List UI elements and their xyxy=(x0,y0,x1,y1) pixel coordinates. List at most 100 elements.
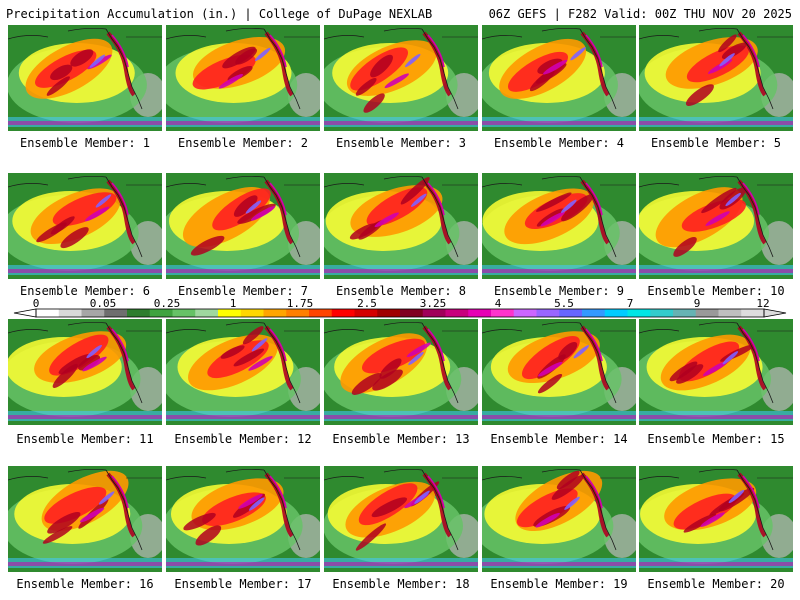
precip-map xyxy=(482,25,636,131)
ensemble-panel-map xyxy=(482,25,636,131)
precip-map xyxy=(324,25,478,131)
colorbar-swatch xyxy=(513,309,537,317)
ensemble-panel-map xyxy=(482,173,636,279)
precip-map xyxy=(166,466,320,572)
ensemble-panel-map xyxy=(166,173,320,279)
ensemble-panel-map xyxy=(324,319,478,425)
ensemble-member-label: Ensemble Member: 15 xyxy=(647,432,785,446)
colorbar-tick-label: 0.25 xyxy=(154,297,181,310)
colorbar-swatch xyxy=(673,309,697,317)
colorbar-tick-label: 1 xyxy=(230,297,237,310)
colorbar-swatch xyxy=(218,309,242,317)
ensemble-member-label: Ensemble Member: 13 xyxy=(332,432,470,446)
colorbar-swatch xyxy=(400,309,424,317)
precip-map xyxy=(324,466,478,572)
ensemble-panel-map xyxy=(639,319,793,425)
ensemble-member-label: Ensemble Member: 6 xyxy=(19,284,151,298)
ensemble-member-label: Ensemble Member: 16 xyxy=(16,577,154,591)
colorbar-swatch xyxy=(104,309,128,317)
precip-map xyxy=(482,173,636,279)
ensemble-panel-map xyxy=(324,173,478,279)
ensemble-member-label: Ensemble Member: 10 xyxy=(647,284,785,298)
model-run-info: 06Z GEFS | F282 Valid: 00Z THU NOV 20 20… xyxy=(488,7,792,21)
colorbar-swatch xyxy=(354,309,378,317)
colorbar-tick-label: 3.25 xyxy=(420,297,447,310)
colorbar-tick-label: 2.5 xyxy=(357,297,377,310)
colorbar-tick-label: 9 xyxy=(694,297,701,310)
ensemble-panel-map xyxy=(324,466,478,572)
colorbar-swatch xyxy=(559,309,583,317)
ensemble-panel-map xyxy=(166,319,320,425)
ensemble-member-label: Ensemble Member: 7 xyxy=(177,284,309,298)
colorbar-swatch xyxy=(195,309,219,317)
colorbar-swatch xyxy=(627,309,651,317)
colorbar-max-arrow xyxy=(763,308,787,318)
colorbar-swatch xyxy=(491,309,515,317)
precip-colorbar: 0 0.05 0.25 1 1.75 2.5 3.25 4 5.5 7 9 12 xyxy=(13,297,787,318)
colorbar-swatch xyxy=(263,309,287,317)
ensemble-member-label: Ensemble Member: 5 xyxy=(650,136,782,150)
colorbar-swatch xyxy=(718,309,742,317)
precip-map xyxy=(166,25,320,131)
colorbar-tick-label: 0.05 xyxy=(90,297,117,310)
precip-map xyxy=(639,319,793,425)
colorbar-swatch xyxy=(468,309,492,317)
ensemble-member-label: Ensemble Member: 12 xyxy=(174,432,312,446)
ensemble-member-label: Ensemble Member: 19 xyxy=(490,577,628,591)
ensemble-panel-map xyxy=(639,25,793,131)
precip-map xyxy=(166,319,320,425)
colorbar-tick-label: 4 xyxy=(495,297,502,310)
ensemble-panel-map xyxy=(639,466,793,572)
colorbar-swatch xyxy=(36,309,60,317)
colorbar-swatch xyxy=(127,309,151,317)
colorbar-swatch xyxy=(582,309,606,317)
ensemble-panel-map xyxy=(8,173,162,279)
precip-map xyxy=(8,466,162,572)
ensemble-member-label: Ensemble Member: 20 xyxy=(647,577,785,591)
colorbar-tick-label: 12 xyxy=(756,297,769,310)
colorbar-swatch xyxy=(286,309,310,317)
ensemble-panel-map xyxy=(8,319,162,425)
ensemble-member-label: Ensemble Member: 3 xyxy=(335,136,467,150)
ensemble-panel-map xyxy=(482,466,636,572)
precip-map xyxy=(8,173,162,279)
ensemble-member-label: Ensemble Member: 2 xyxy=(177,136,309,150)
precip-map xyxy=(639,173,793,279)
precip-map xyxy=(639,25,793,131)
ensemble-panel-map xyxy=(8,466,162,572)
colorbar-swatch xyxy=(741,309,765,317)
precip-map xyxy=(639,466,793,572)
colorbar-swatch xyxy=(309,309,333,317)
precip-map xyxy=(8,319,162,425)
colorbar-swatch xyxy=(81,309,105,317)
colorbar-swatch xyxy=(240,309,264,317)
colorbar-swatch xyxy=(149,309,173,317)
ensemble-member-label: Ensemble Member: 8 xyxy=(335,284,467,298)
ensemble-panel-map xyxy=(324,25,478,131)
colorbar-swatch xyxy=(445,309,469,317)
colorbar-swatch xyxy=(331,309,355,317)
colorbar-tick-label: 1.75 xyxy=(287,297,314,310)
ensemble-panel-map xyxy=(482,319,636,425)
colorbar-swatch xyxy=(422,309,446,317)
colorbar-outline xyxy=(35,308,765,318)
colorbar-swatch xyxy=(58,309,82,317)
ensemble-panel-map xyxy=(639,173,793,279)
colorbar-swatch xyxy=(604,309,628,317)
ensemble-member-label: Ensemble Member: 1 xyxy=(19,136,151,150)
precip-map xyxy=(324,173,478,279)
precip-map xyxy=(8,25,162,131)
colorbar-tick-label: 0 xyxy=(33,297,40,310)
precip-map xyxy=(166,173,320,279)
ensemble-member-label: Ensemble Member: 4 xyxy=(493,136,625,150)
colorbar-min-arrow xyxy=(13,308,37,318)
colorbar-swatch xyxy=(377,309,401,317)
chart-title: Precipitation Accumulation (in.) | Colle… xyxy=(6,7,433,21)
ensemble-panel-map xyxy=(166,466,320,572)
colorbar-tick-label: 5.5 xyxy=(554,297,574,310)
colorbar-swatch xyxy=(695,309,719,317)
ensemble-panel-map xyxy=(8,25,162,131)
ensemble-member-label: Ensemble Member: 17 xyxy=(174,577,312,591)
colorbar-swatch xyxy=(172,309,196,317)
ensemble-member-label: Ensemble Member: 14 xyxy=(490,432,628,446)
